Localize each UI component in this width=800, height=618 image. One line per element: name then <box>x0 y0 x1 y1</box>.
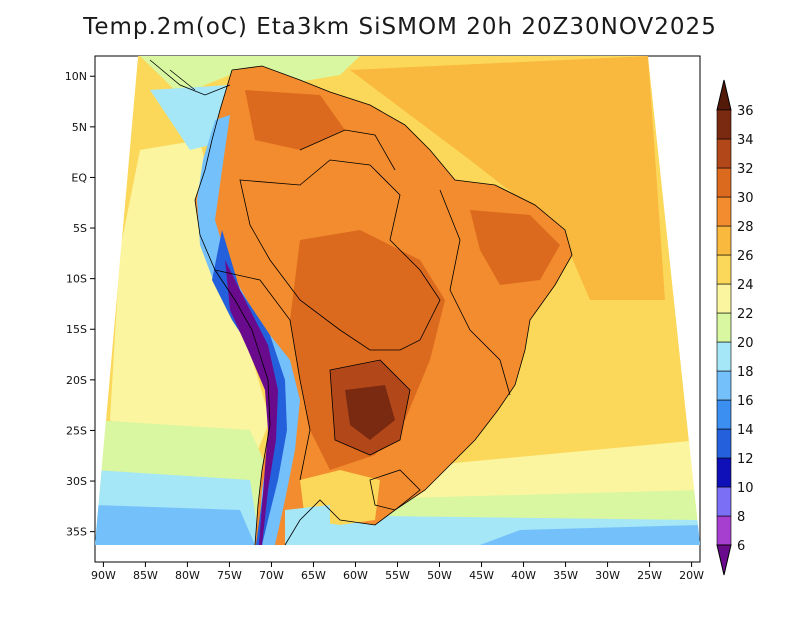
colorbar-label: 20 <box>737 336 754 351</box>
south-atlantic-coldest <box>480 525 700 545</box>
longitude-axis: 90W 85W 80W 75W 70W 65W 60W 55W 50W 45W 40W 35W 30W 2… <box>91 562 704 582</box>
pacific-coastline <box>194 69 271 546</box>
colorbar-label: 34 <box>737 133 754 148</box>
brazil-east-states <box>439 189 511 396</box>
lat-tick-label: EQ <box>71 171 87 184</box>
paraguay-border <box>329 359 411 456</box>
colorbar-label: 8 <box>737 510 745 525</box>
colorbar-segment <box>716 138 732 169</box>
lat-tick-label: 5N <box>72 121 87 134</box>
colorbar-label: 28 <box>737 220 754 235</box>
colorbar-segment <box>716 254 732 285</box>
colorbar-label: 24 <box>737 278 754 293</box>
colorbar-label: 16 <box>737 394 754 409</box>
brazil-west-states <box>239 159 441 351</box>
colorbar-segment <box>716 283 732 314</box>
guianas-border <box>299 129 396 171</box>
colorbar-label: 26 <box>737 249 754 264</box>
lon-tick-label: 25W <box>637 569 662 582</box>
lon-tick-label: 30W <box>595 569 620 582</box>
north-hot <box>245 90 345 150</box>
colorbar-segment <box>716 370 732 401</box>
colorbar-segment <box>716 428 732 459</box>
uruguay-border <box>369 469 421 511</box>
lat-tick-label: 25S <box>66 424 87 437</box>
bolivia-argentina-border <box>214 269 311 481</box>
lon-tick-label: 35W <box>553 569 578 582</box>
lon-tick-label: 90W <box>91 569 116 582</box>
lon-tick-label: 70W <box>259 569 284 582</box>
colorbar-label: 18 <box>737 365 754 380</box>
lon-tick-label: 75W <box>217 569 242 582</box>
map-title: Temp.2m(oC) Eta3km SiSMOM 20h 20Z30NOV20… <box>83 14 717 40</box>
colorbar-label: 36 <box>737 104 754 119</box>
lon-tick-label: 65W <box>301 569 326 582</box>
colorbar-label: 6 <box>737 539 745 554</box>
colorbar-segment <box>716 341 732 372</box>
colorbar: 6 8 10 12 14 16 18 20 22 24 26 28 30 32 34 36 <box>716 79 754 576</box>
temperature-field <box>95 56 700 545</box>
colorbar-label: 10 <box>737 481 754 496</box>
central-america-coast <box>149 59 231 96</box>
lon-tick-label: 50W <box>427 569 452 582</box>
lon-tick-label: 40W <box>511 569 536 582</box>
chaco-hottest <box>345 385 395 440</box>
lon-tick-label: 45W <box>469 569 494 582</box>
central-america-cool <box>150 85 230 150</box>
patagonia-cool <box>285 505 330 545</box>
atlantic-coastline <box>231 65 573 546</box>
lat-tick-label: 30S <box>66 475 87 488</box>
lat-tick-label: 5S <box>73 222 87 235</box>
colorbar-label: 32 <box>737 162 754 177</box>
lon-tick-label: 85W <box>133 569 158 582</box>
lat-tick-label: 35S <box>66 526 87 539</box>
warm-atlantic-band <box>350 56 665 300</box>
lon-tick-label: 20W <box>679 569 704 582</box>
lon-tick-label: 55W <box>385 569 410 582</box>
lon-tick-label: 80W <box>175 569 200 582</box>
colorbar-segment <box>716 486 732 517</box>
colorbar-segment <box>716 399 732 430</box>
colorbar-segment <box>716 167 732 198</box>
lat-tick-label: 20S <box>66 374 87 387</box>
colorbar-segment <box>716 225 732 256</box>
colorbar-segment <box>716 515 732 546</box>
andes-coldest <box>225 260 278 545</box>
northeast-hot <box>470 210 560 285</box>
lat-tick-label: 15S <box>66 323 87 336</box>
colorbar-segment <box>716 312 732 343</box>
colorbar-min-triangle <box>716 544 732 576</box>
colorbar-label: 22 <box>737 307 754 322</box>
colorbar-label: 12 <box>737 452 754 467</box>
colorbar-segment <box>716 109 732 140</box>
colorbar-max-triangle <box>716 79 732 111</box>
lat-tick-label: 10N <box>65 70 87 83</box>
south-pacific-colder <box>95 505 255 545</box>
lon-tick-label: 60W <box>343 569 368 582</box>
lat-tick-label: 10S <box>66 273 87 286</box>
colorbar-label: 30 <box>737 191 754 206</box>
colorbar-label: 14 <box>737 423 754 438</box>
pacific-cool-band <box>110 140 270 470</box>
latitude-axis: 10N 5N EQ 5S 10S 15S 20S 25S 30S 35S <box>65 70 95 539</box>
border-lines <box>149 59 573 546</box>
colorbar-segment <box>716 196 732 227</box>
colorbar-segment <box>716 457 732 488</box>
